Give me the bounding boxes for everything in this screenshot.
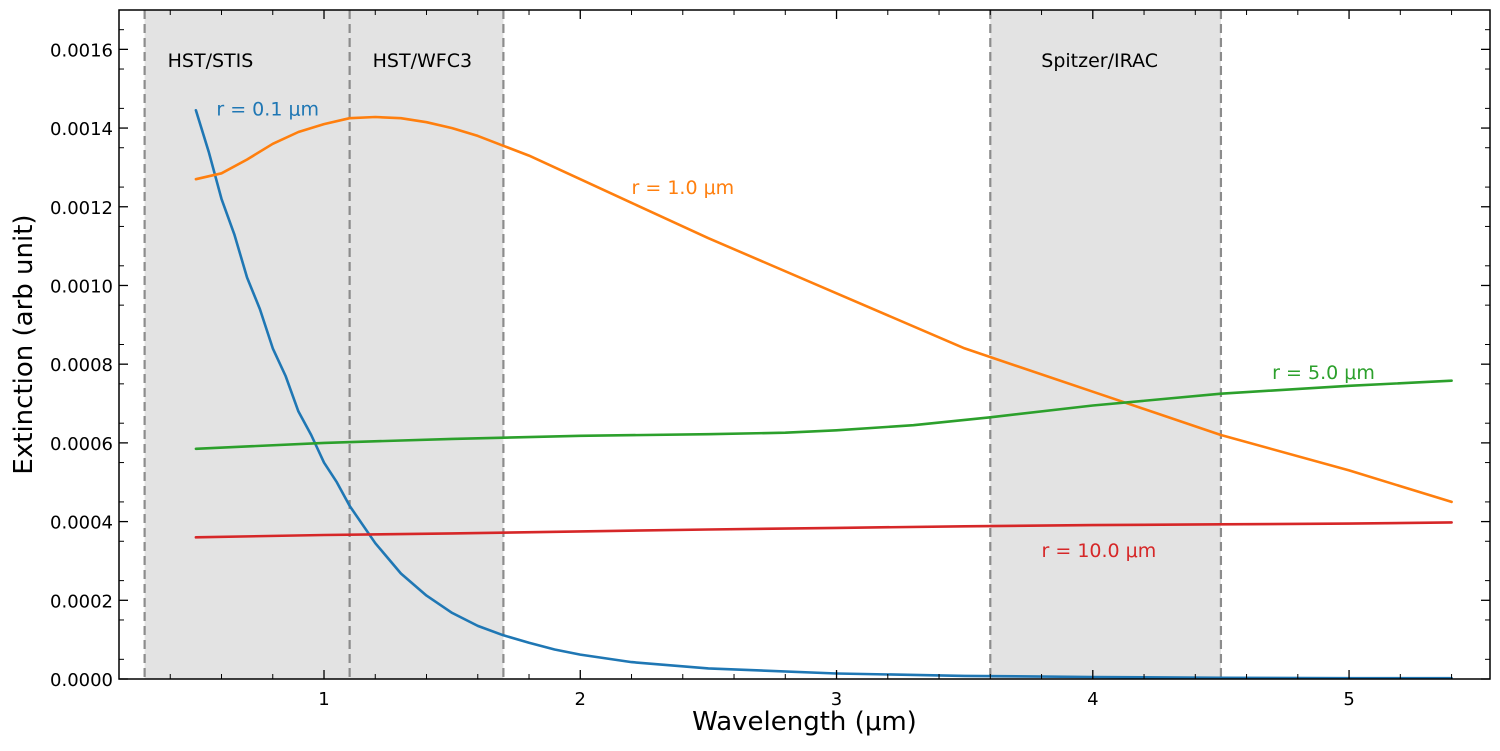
band-label-hst-wfc3: HST/WFC3 [373,50,472,72]
x-tick-label: 4 [1087,689,1098,710]
x-tick-label: 3 [831,689,842,710]
plot-frame [118,9,1491,680]
x-tick-label: 5 [1343,689,1354,710]
ticks-layer: 1 2 3 4 5 0.0000 0.0002 0.0004 0.0006 0.0008 0.001… [50,10,1490,710]
x-tick-label: 2 [575,689,586,710]
band-label-hst-stis: HST/STIS [168,50,254,72]
band-hst-stis [144,10,350,679]
y-tick-label: 0.0002 [50,591,113,612]
y-tick-label: 0.0008 [50,355,113,376]
y-tick-label: 0.0010 [50,276,113,297]
y-axis-title: Extinction (arb unit) [9,214,39,474]
band-hst-wfc3 [349,10,504,679]
bands-layer [144,10,1221,679]
y-tick-label: 0.0016 [50,40,113,61]
y-tick-label: 0.0000 [50,670,113,691]
series-line-3 [194,379,1453,451]
series-line-1 [194,109,1453,680]
series-label-1: r = 0.1 μm [216,98,319,120]
series-label-3: r = 5.0 μm [1272,362,1375,384]
labels-layer: HST/STIS HST/WFC3 Spitzer/IRAC r = 0.1 μm r … [168,50,1375,562]
series-line-4 [194,521,1453,539]
y-tick-label: 0.0014 [50,119,113,140]
series-label-4: r = 10.0 μm [1042,540,1157,562]
band-spitzer-irac [990,10,1221,679]
series-line-2 [194,115,1453,504]
y-tick-label: 0.0004 [50,513,113,534]
x-axis-title: Wavelength (μm) [692,707,917,737]
y-tick-label: 0.0006 [50,434,113,455]
band-label-spitzer-irac: Spitzer/IRAC [1041,50,1158,72]
series-layer [194,109,1453,680]
series-label-2: r = 1.0 μm [632,177,735,199]
x-tick-label: 1 [318,689,329,710]
y-tick-label: 0.0012 [50,198,113,219]
